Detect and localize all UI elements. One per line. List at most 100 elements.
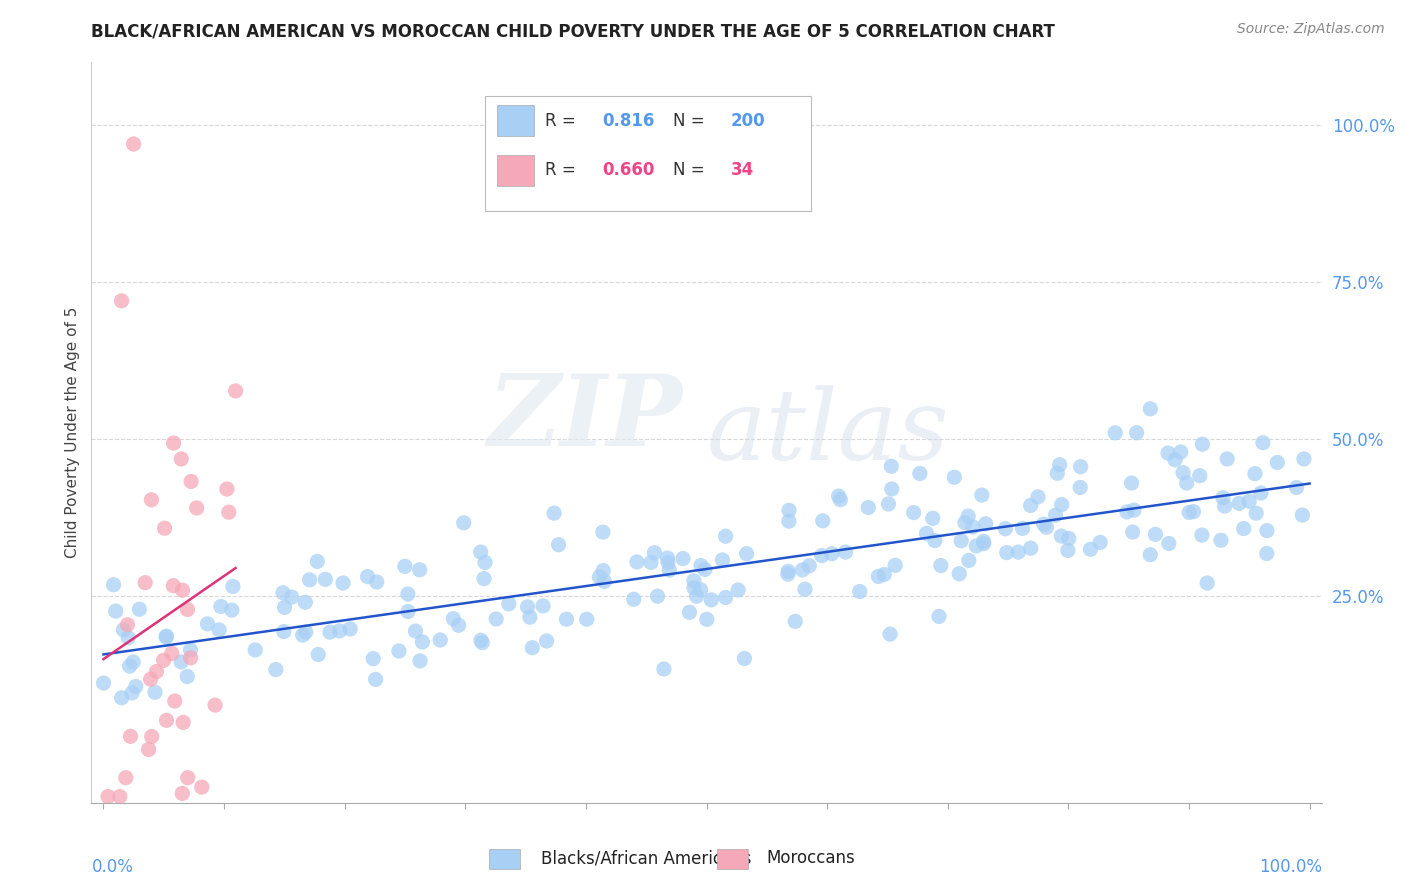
Point <box>138 742 160 756</box>
Point <box>811 514 834 528</box>
Point <box>1046 467 1069 481</box>
Point <box>640 556 662 570</box>
Point <box>1088 535 1111 549</box>
Point <box>474 556 496 570</box>
Point <box>690 558 713 573</box>
Point <box>162 436 184 450</box>
Point <box>647 589 669 603</box>
Point <box>128 602 150 616</box>
Point <box>1191 437 1213 451</box>
Point <box>170 452 193 467</box>
Point <box>776 567 799 582</box>
Point <box>1175 476 1198 491</box>
Point <box>314 573 336 587</box>
Point <box>111 690 134 705</box>
Point <box>1007 545 1029 559</box>
Point <box>856 500 879 515</box>
Point <box>1045 508 1067 523</box>
Point <box>307 648 329 662</box>
Point <box>785 615 807 629</box>
Point <box>125 680 148 694</box>
Point <box>1123 503 1146 517</box>
Point <box>1122 525 1144 540</box>
Point <box>1244 506 1267 520</box>
Point <box>186 500 208 515</box>
Point <box>714 529 737 543</box>
Point <box>271 585 294 599</box>
Point <box>970 488 993 502</box>
Point <box>592 564 614 578</box>
Point <box>778 565 800 579</box>
Point <box>152 653 174 667</box>
Point <box>356 569 378 583</box>
Point <box>122 136 145 151</box>
Point <box>962 520 984 534</box>
Point <box>1237 494 1260 508</box>
Point <box>714 591 737 605</box>
Point <box>727 582 749 597</box>
Point <box>307 554 329 568</box>
Point <box>903 506 925 520</box>
Point <box>626 555 648 569</box>
Point <box>114 771 136 785</box>
Point <box>536 634 558 648</box>
Point <box>176 602 198 616</box>
Point <box>957 553 980 567</box>
Point <box>821 547 844 561</box>
Point <box>143 685 166 699</box>
Point <box>792 563 814 577</box>
Point <box>1171 466 1194 480</box>
Point <box>155 629 177 643</box>
Point <box>1011 521 1033 535</box>
Point <box>1285 481 1308 495</box>
Point <box>588 570 610 584</box>
Point <box>1157 446 1180 460</box>
Y-axis label: Child Poverty Under the Age of 5: Child Poverty Under the Age of 5 <box>65 307 80 558</box>
Point <box>117 631 139 645</box>
Point <box>593 574 616 589</box>
Point <box>339 622 361 636</box>
Point <box>827 489 849 503</box>
Point <box>1139 401 1161 416</box>
Point <box>155 714 177 728</box>
Point <box>1191 528 1213 542</box>
Point <box>170 655 193 669</box>
Point <box>408 563 430 577</box>
Point <box>103 578 125 592</box>
Point <box>1216 451 1239 466</box>
Point <box>873 567 896 582</box>
Point <box>1104 425 1126 440</box>
Point <box>1144 527 1167 541</box>
Point <box>974 516 997 531</box>
Point <box>683 574 706 588</box>
Point <box>139 672 162 686</box>
Point <box>153 521 176 535</box>
Point <box>1116 505 1139 519</box>
Point <box>485 612 508 626</box>
Point <box>470 633 492 648</box>
Point <box>868 569 890 583</box>
Point <box>1291 508 1313 522</box>
Point <box>973 534 995 549</box>
FancyBboxPatch shape <box>498 155 534 186</box>
Point <box>121 686 143 700</box>
Point <box>319 625 342 640</box>
Point <box>794 582 817 597</box>
Point <box>685 589 707 603</box>
Point <box>117 617 139 632</box>
Point <box>592 525 614 540</box>
Point <box>1164 453 1187 467</box>
Point <box>160 647 183 661</box>
Point <box>516 599 538 614</box>
Text: N =: N = <box>673 161 710 178</box>
Text: R =: R = <box>546 112 581 130</box>
Point <box>810 549 832 563</box>
Point <box>1069 480 1091 494</box>
Point <box>1292 452 1315 467</box>
Point <box>273 624 295 639</box>
Point <box>948 566 970 581</box>
Point <box>145 665 167 679</box>
Point <box>155 630 177 644</box>
Point <box>1170 445 1192 459</box>
Point <box>1070 459 1092 474</box>
